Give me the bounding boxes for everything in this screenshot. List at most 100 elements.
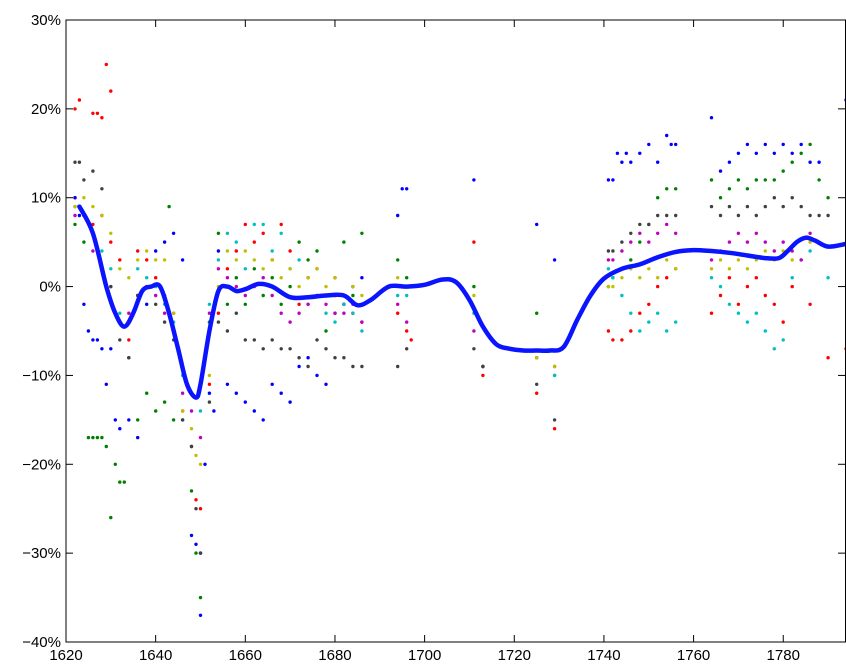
scatter-point	[77, 98, 82, 102]
scatter-point	[611, 338, 615, 342]
scatter-point	[342, 302, 346, 306]
scatter-point	[243, 293, 247, 298]
scatter-point	[297, 311, 301, 315]
scatter-point	[826, 213, 830, 218]
scatter-point	[611, 258, 615, 262]
scatter-point	[799, 151, 803, 155]
scatter-point	[297, 284, 301, 289]
scatter-point	[817, 178, 821, 182]
scatter-point	[162, 258, 167, 262]
scatter-point	[198, 507, 203, 511]
scatter-point	[620, 276, 624, 280]
scatter-point	[799, 258, 803, 262]
scatter-point	[288, 400, 292, 404]
scatter-point	[745, 320, 750, 324]
scatter-point	[91, 249, 95, 253]
scatter-point	[109, 89, 113, 93]
scatter-point	[718, 258, 723, 262]
scatter-point	[194, 453, 198, 458]
scatter-point	[297, 240, 301, 244]
scatter-point	[629, 329, 633, 333]
scatter-point	[194, 542, 198, 546]
scatter-point	[91, 111, 95, 116]
scatter-point	[620, 160, 624, 164]
scatter-point	[656, 276, 660, 280]
scatter-point	[243, 222, 247, 227]
scatter-point	[396, 364, 400, 369]
scatter-point	[243, 302, 247, 306]
scatter-point	[629, 258, 633, 262]
scatter-point	[727, 187, 732, 191]
scatter-point	[127, 311, 131, 315]
scatter-point	[100, 435, 104, 440]
scatter-point	[772, 151, 776, 155]
scatter-point	[754, 276, 758, 280]
scatter-point	[180, 258, 185, 262]
scatter-point	[297, 364, 301, 369]
scatter-point	[396, 302, 400, 306]
scatter-point	[324, 311, 328, 315]
scatter-point	[656, 213, 660, 218]
scatter-point	[745, 142, 750, 147]
scatter-point	[171, 231, 176, 235]
scatter-point	[189, 427, 194, 431]
scatter-point	[118, 267, 122, 271]
scatter-point	[606, 178, 611, 182]
scatter-point	[194, 551, 198, 555]
scatter-point	[91, 435, 95, 440]
scatter-point	[481, 364, 485, 369]
scatter-point	[162, 320, 167, 324]
scatter-point	[552, 373, 557, 378]
scatter-point	[665, 187, 669, 191]
trend-line	[77, 204, 846, 400]
scatter-point	[481, 373, 485, 378]
scatter-point	[360, 231, 364, 235]
scatter-point	[333, 311, 337, 315]
scatter-point	[638, 231, 642, 235]
scatter-point	[315, 249, 319, 253]
scatter-point	[808, 249, 812, 253]
scatter-point	[252, 222, 256, 227]
scatter-point	[718, 284, 723, 289]
scatter-point	[261, 222, 265, 227]
scatter-point	[611, 276, 615, 280]
scatter-point	[709, 267, 714, 271]
scatter-point	[647, 302, 651, 306]
y-tick-label: 20%	[31, 101, 61, 118]
scatter-point	[198, 595, 203, 600]
scatter-point	[252, 240, 256, 244]
scatter-point	[243, 267, 247, 271]
scatter-point	[808, 302, 812, 306]
scatter-point	[118, 338, 122, 342]
scatter-point	[104, 444, 109, 449]
scatter-point	[754, 231, 758, 235]
scatter-point	[73, 213, 77, 218]
scatter-point	[638, 329, 642, 333]
scatter-point	[252, 267, 256, 271]
scatter-point	[252, 409, 256, 413]
scatter-point	[727, 204, 732, 209]
scatter-point	[781, 338, 785, 342]
scatter-point	[727, 276, 732, 280]
scatter-point	[145, 391, 149, 395]
scatter-point	[216, 231, 221, 235]
scatter-point	[638, 276, 642, 280]
scatter-point	[472, 293, 476, 298]
scatter-point	[279, 391, 283, 395]
scatter-point	[638, 151, 642, 155]
scatter-point	[669, 142, 673, 147]
x-tick-label: 1720	[498, 647, 531, 664]
scatter-point	[360, 329, 364, 333]
scatter-point	[396, 293, 400, 298]
scatter-point	[95, 338, 100, 342]
scatter-point	[745, 240, 750, 244]
scatter-point	[620, 249, 624, 253]
scatter-point	[629, 231, 633, 235]
scatter-point	[535, 382, 539, 386]
scatter-point	[396, 311, 400, 315]
scatter-point	[198, 435, 203, 440]
axis-ticks: 1620 1640 1660 1680 1700 1720 1740 1760 1780 −40%…	[22, 12, 845, 664]
scatter-point	[624, 151, 628, 155]
